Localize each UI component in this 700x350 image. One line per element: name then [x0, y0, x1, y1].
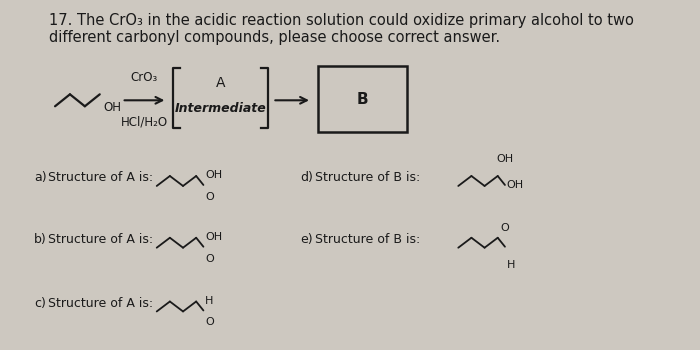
Text: OH: OH	[104, 101, 121, 114]
Text: O: O	[205, 317, 214, 327]
Text: OH: OH	[205, 170, 223, 180]
Text: Structure of B is:: Structure of B is:	[314, 172, 420, 184]
Text: Structure of A is:: Structure of A is:	[48, 297, 153, 310]
Text: OH: OH	[205, 232, 223, 242]
Text: different carbonyl compounds, please choose correct answer.: different carbonyl compounds, please cho…	[49, 30, 500, 44]
Text: Structure of A is:: Structure of A is:	[48, 172, 153, 184]
Text: d): d)	[300, 172, 314, 184]
Text: HCl/H₂O: HCl/H₂O	[121, 115, 168, 128]
Text: B: B	[357, 92, 368, 107]
Text: Intermediate: Intermediate	[175, 102, 267, 115]
Text: b): b)	[34, 233, 47, 246]
Text: OH: OH	[496, 154, 513, 164]
Text: Structure of A is:: Structure of A is:	[48, 233, 153, 246]
Text: OH: OH	[507, 180, 524, 190]
Text: e): e)	[300, 233, 313, 246]
Text: O: O	[205, 254, 214, 264]
Text: O: O	[500, 223, 510, 233]
Bar	[318, 66, 407, 132]
Text: O: O	[205, 192, 214, 202]
Text: Structure of B is:: Structure of B is:	[314, 233, 420, 246]
Text: 17. The CrO₃ in the acidic reaction solution could oxidize primary alcohol to tw: 17. The CrO₃ in the acidic reaction solu…	[49, 13, 634, 28]
Text: a): a)	[34, 172, 47, 184]
Text: CrO₃: CrO₃	[131, 71, 158, 84]
Text: H: H	[507, 260, 515, 270]
Text: A: A	[216, 76, 225, 90]
Text: H: H	[205, 295, 214, 306]
Text: c): c)	[34, 297, 46, 310]
